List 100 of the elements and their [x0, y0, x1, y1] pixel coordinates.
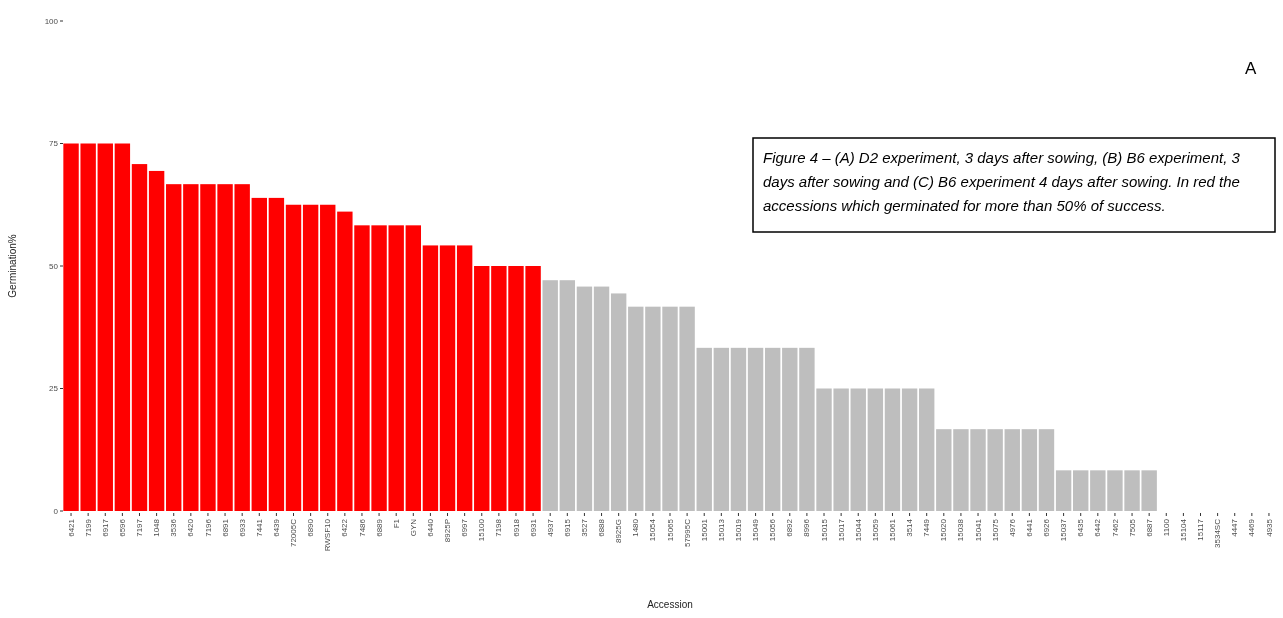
- x-tick-label: 4447: [1230, 518, 1240, 537]
- x-tick-label: 4935: [1264, 518, 1274, 537]
- bar: [1038, 429, 1055, 511]
- bar: [439, 245, 456, 511]
- bar: [285, 204, 302, 511]
- annotation: A: [1245, 59, 1257, 78]
- x-axis-title: Accession: [647, 599, 693, 610]
- x-tick-label: 6892: [785, 518, 795, 537]
- x-tick-label: 6596: [117, 518, 127, 537]
- bar: [747, 347, 764, 511]
- bar: [1055, 470, 1072, 511]
- bar: [148, 170, 165, 511]
- x-tick-label: 6440: [425, 518, 435, 537]
- x-tick-label: 6997: [460, 518, 470, 537]
- x-tick-label: 3514: [905, 518, 915, 537]
- bar: [576, 286, 593, 511]
- bar: [764, 347, 781, 511]
- x-tick-label: 15020: [939, 518, 949, 542]
- bar: [559, 280, 576, 511]
- bar: [320, 204, 336, 511]
- bar: [593, 286, 610, 511]
- bar: [97, 143, 113, 511]
- x-tick-label: 15013: [716, 518, 726, 542]
- bar: [474, 266, 490, 511]
- x-tick-label: 15001: [699, 518, 709, 542]
- x-tick-label: 6435: [1076, 518, 1086, 537]
- x-tick-label: 15044: [853, 518, 863, 542]
- bar: [268, 197, 285, 511]
- bar: [1073, 470, 1089, 511]
- x-tick-label: 3527: [579, 518, 589, 537]
- x-tick-label: 7505: [1127, 518, 1137, 537]
- x-tick-label: 8925G: [614, 519, 624, 544]
- x-tick-label: 1480: [631, 518, 641, 537]
- bar: [166, 184, 182, 511]
- x-tick-label: 7449: [922, 518, 932, 537]
- y-tick-label: 50: [49, 261, 59, 271]
- x-tick-label: 15017: [836, 518, 846, 542]
- x-tick-label: 3534SC: [1213, 518, 1223, 548]
- x-tick-label: 4469: [1247, 518, 1257, 537]
- x-tick-label: 15038: [956, 518, 966, 542]
- x-tick-label: 6887: [1144, 518, 1154, 537]
- x-tick-label: 6931: [528, 518, 538, 537]
- y-tick-label: 25: [49, 384, 59, 394]
- x-tick-label: F1: [391, 518, 401, 529]
- bar: [456, 245, 473, 511]
- x-tick-label: 72005C: [289, 518, 299, 548]
- x-tick-label: 57995C: [682, 518, 692, 548]
- y-tick-label: 0: [53, 506, 59, 516]
- x-tick-label: 7198: [494, 518, 504, 537]
- bar: [131, 164, 148, 511]
- bar: [422, 245, 439, 511]
- x-tick-label: 1048: [152, 518, 162, 537]
- bar: [867, 388, 884, 511]
- x-tick-label: 7441: [254, 518, 264, 537]
- bar: [302, 204, 319, 511]
- x-tick-label: 15037: [1059, 518, 1069, 542]
- x-tick-label: 6889: [374, 518, 384, 537]
- x-tick-label: 6420: [186, 518, 196, 537]
- x-tick-label: 6441: [1024, 518, 1034, 537]
- x-tick-label: 4937: [545, 518, 555, 537]
- x-tick-label: 7462: [1110, 518, 1120, 537]
- bar: [251, 197, 267, 511]
- bar: [884, 388, 901, 511]
- x-tick-label: 8996: [802, 518, 812, 537]
- x-tick-label: 7199: [83, 518, 93, 537]
- bar: [405, 225, 421, 511]
- x-tick-label: 3536: [169, 518, 179, 537]
- x-tick-label: GYN: [408, 518, 418, 537]
- x-tick-label: 6918: [511, 518, 521, 537]
- bar: [1004, 429, 1020, 511]
- x-tick-label: 15015: [819, 518, 829, 542]
- bar: [610, 293, 627, 511]
- bar: [730, 347, 747, 511]
- x-tick-label: 15117: [1196, 518, 1206, 541]
- x-tick-label: 6421: [66, 518, 76, 537]
- x-tick-label: 15104: [1178, 518, 1188, 542]
- x-tick-label: 7196: [203, 518, 213, 537]
- x-tick-label: 6926: [1042, 518, 1052, 537]
- bar: [1021, 429, 1038, 511]
- bar: [114, 143, 131, 511]
- x-tick-label: 4976: [1007, 518, 1017, 537]
- x-tick-label: 6439: [271, 518, 281, 537]
- x-tick-label: 6890: [306, 518, 316, 537]
- bar: [782, 347, 798, 511]
- bar: [919, 388, 935, 511]
- x-tick-label: 6891: [220, 518, 230, 537]
- x-tick-label: 8925P: [443, 519, 453, 543]
- x-tick-label: 6442: [1093, 518, 1103, 537]
- x-tick-label: 15019: [734, 518, 744, 542]
- x-tick-label: 15041: [973, 518, 983, 542]
- x-tick-label: 6915: [562, 518, 572, 537]
- bar: [542, 280, 558, 511]
- bar: [696, 347, 712, 511]
- x-tick-label: 7197: [135, 518, 145, 537]
- bar: [713, 347, 730, 511]
- x-tick-label: 1100: [1161, 518, 1171, 537]
- bar: [628, 306, 644, 511]
- annotation: Figure 4 – (A) D2 experiment, 3 days after sowing, (B) B6 experiment, 3 days after sowing and (C) B6 experiment 4 days after sowing. In red the accessions which germinated for more than 50% of success.: [763, 149, 1241, 214]
- y-tick-label: 100: [44, 16, 59, 26]
- x-tick-label: 6917: [100, 518, 110, 537]
